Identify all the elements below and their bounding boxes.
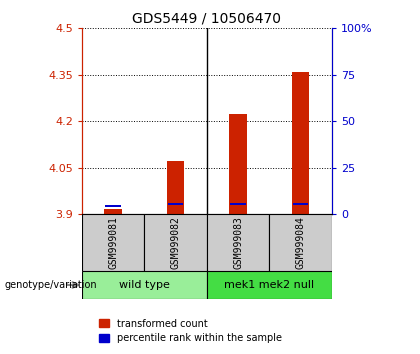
Bar: [229, 114, 247, 214]
Title: GDS5449 / 10506470: GDS5449 / 10506470: [132, 12, 281, 26]
Text: wild type: wild type: [119, 280, 170, 290]
Bar: [293, 203, 308, 206]
Text: GSM999081: GSM999081: [108, 216, 118, 269]
Legend: transformed count, percentile rank within the sample: transformed count, percentile rank withi…: [95, 315, 286, 347]
Bar: [269, 214, 332, 271]
Bar: [167, 161, 184, 214]
Text: GSM999083: GSM999083: [233, 216, 243, 269]
Bar: [105, 209, 122, 214]
Text: GSM999082: GSM999082: [171, 216, 181, 269]
Bar: [168, 203, 184, 206]
Bar: [207, 271, 332, 299]
Bar: [105, 205, 121, 207]
Bar: [82, 214, 144, 271]
Text: genotype/variation: genotype/variation: [4, 280, 97, 290]
Bar: [82, 271, 207, 299]
Bar: [230, 203, 246, 205]
Bar: [292, 72, 309, 214]
Bar: [207, 214, 269, 271]
Text: GSM999084: GSM999084: [296, 216, 306, 269]
Text: mek1 mek2 null: mek1 mek2 null: [224, 280, 315, 290]
Bar: [144, 214, 207, 271]
